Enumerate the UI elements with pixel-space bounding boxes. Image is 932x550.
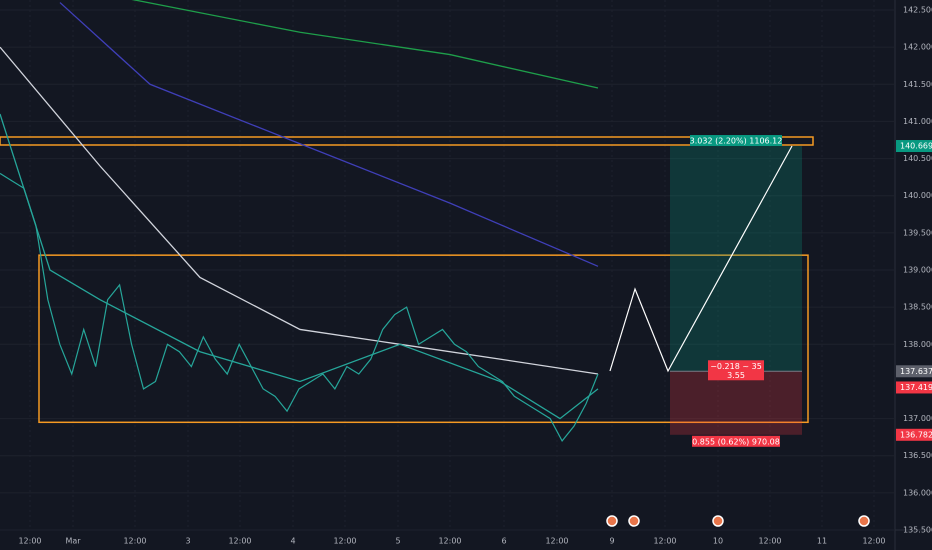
stop-label-bg (692, 435, 780, 447)
event-icon (628, 515, 640, 527)
moving-average (131, 0, 599, 89)
target-label: 3.032 (2.20%) 1106.12 (690, 137, 783, 146)
time-tick-label: 3 (185, 537, 190, 546)
price-tick-label: 141.500 (903, 80, 932, 89)
time-tick-label: 12:00 (545, 537, 568, 546)
target-label-bg (690, 135, 782, 147)
event-icon (606, 515, 618, 527)
price-tag-bg (896, 365, 932, 378)
price-tag-bg (896, 381, 932, 394)
center-label: −0.218 ~ 35 (710, 362, 762, 371)
price-tick-label: 139.000 (903, 266, 932, 275)
price-tick-label: 142.000 (903, 43, 932, 52)
target-zone (670, 146, 802, 372)
price-tick-label: 141.000 (903, 117, 932, 126)
time-tick-label: 12:00 (333, 537, 356, 546)
resistance-box (0, 136, 814, 146)
time-tick-label: 9 (609, 537, 614, 546)
moving-average (0, 46, 599, 375)
moving-average (59, 2, 599, 267)
range-box (38, 254, 809, 424)
price-tag: 137.419 (900, 383, 932, 392)
center-label-bg (708, 360, 764, 381)
time-tick-label: 12:00 (758, 537, 781, 546)
price-line (0, 172, 599, 442)
moving-average (0, 113, 599, 420)
time-tick-label: 12:00 (653, 537, 676, 546)
stop-label: 0.855 (0.62%) 970.08 (692, 437, 780, 446)
price-tag-bg (896, 140, 932, 153)
stop-zone (670, 371, 802, 435)
price-tick-label: 140.500 (903, 154, 932, 163)
price-tag: 137.637 (900, 367, 932, 376)
price-tick-label: 138.500 (903, 303, 932, 312)
time-tick-label: 6 (501, 537, 506, 546)
time-tick-label: 12:00 (438, 537, 461, 546)
price-tick-label: 136.500 (903, 451, 932, 460)
time-tick-label: 11 (817, 537, 827, 546)
price-tag-bg (896, 428, 932, 441)
projection (609, 145, 793, 373)
time-tick-label: 4 (290, 537, 295, 546)
price-tick-label: 139.500 (903, 228, 932, 237)
price-tick-label: 138.000 (903, 340, 932, 349)
price-tick-label: 137.000 (903, 414, 932, 423)
price-tick-label: 140.000 (903, 191, 932, 200)
time-tick-label: 12:00 (228, 537, 251, 546)
price-tick-label: 136.000 (903, 488, 932, 497)
time-tick-label: 12:00 (862, 537, 885, 546)
event-icon (858, 515, 870, 527)
event-icon (712, 515, 724, 527)
center-sub-label: 3.55 (727, 371, 745, 380)
price-tag: 140.669 (900, 142, 932, 151)
price-tag: 136.782 (900, 430, 932, 439)
time-tick-label: 5 (395, 537, 400, 546)
time-tick-label: 10 (713, 537, 723, 546)
time-tick-label: 12:00 (18, 537, 41, 546)
time-tick-label: Mar (65, 537, 81, 546)
price-tick-label: 135.500 (903, 526, 932, 535)
price-tick-label: 142.500 (903, 6, 932, 15)
time-tick-label: 12:00 (123, 537, 146, 546)
